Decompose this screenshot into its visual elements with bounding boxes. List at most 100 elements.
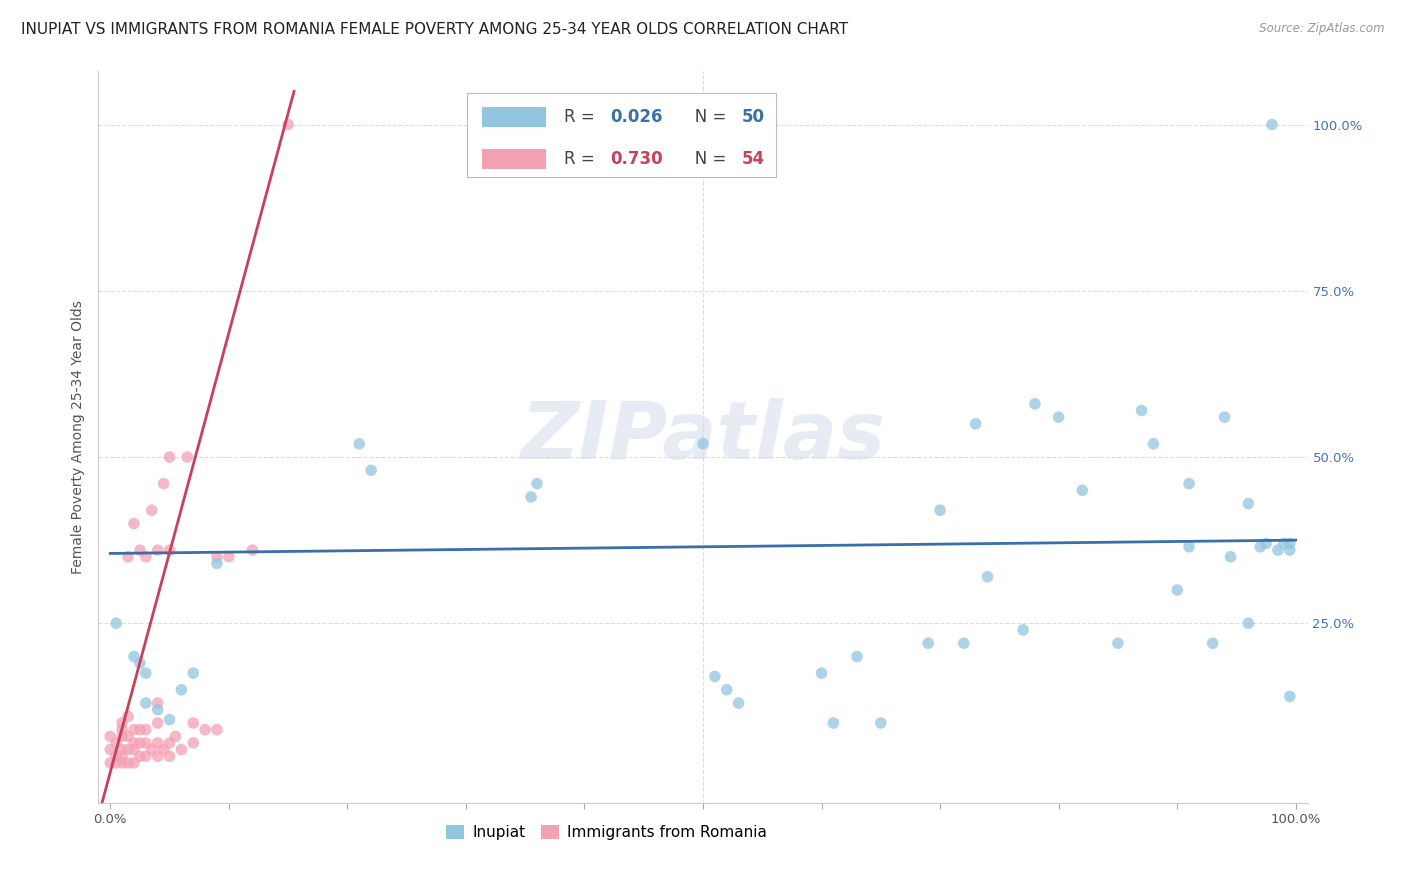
Text: 0.730: 0.730 [610, 150, 662, 168]
Point [122, 649, 145, 664]
Point [146, 696, 169, 710]
Point [135, 666, 157, 681]
Point [117, 742, 139, 756]
Point [129, 656, 152, 670]
Text: N =: N = [679, 150, 731, 168]
Point [146, 703, 169, 717]
Point [105, 756, 128, 770]
Point [1213, 410, 1236, 425]
Point [1237, 497, 1260, 511]
Point [360, 463, 382, 477]
Point [111, 716, 134, 731]
Point [122, 742, 145, 756]
Point [129, 723, 152, 737]
Point [111, 756, 134, 770]
Point [1202, 636, 1225, 650]
Point [1047, 410, 1070, 425]
Point [1166, 582, 1188, 597]
Point [1130, 403, 1153, 417]
Text: 54: 54 [742, 150, 765, 168]
Point [111, 749, 134, 764]
Point [176, 450, 198, 464]
Point [98, 756, 121, 770]
Point [159, 450, 181, 464]
Point [1237, 616, 1260, 631]
Point [98, 729, 121, 743]
Point [135, 749, 157, 764]
Point [1267, 543, 1289, 558]
Point [111, 723, 134, 737]
Point [1278, 536, 1301, 550]
Point [205, 557, 228, 571]
Point [135, 736, 157, 750]
Point [727, 696, 749, 710]
Text: 0.026: 0.026 [610, 108, 662, 126]
Point [129, 736, 152, 750]
Point [105, 616, 128, 631]
Point [1261, 118, 1284, 132]
Point [135, 696, 157, 710]
Point [181, 716, 204, 731]
Point [146, 749, 169, 764]
Point [159, 543, 181, 558]
Point [205, 723, 228, 737]
Point [1249, 540, 1271, 554]
Point [152, 742, 174, 756]
Point [122, 756, 145, 770]
Text: Source: ZipAtlas.com: Source: ZipAtlas.com [1260, 22, 1385, 36]
Point [869, 716, 891, 731]
Point [159, 749, 181, 764]
Point [122, 516, 145, 531]
Point [810, 666, 832, 681]
Point [1219, 549, 1241, 564]
Point [965, 417, 987, 431]
Point [122, 723, 145, 737]
Point [277, 118, 299, 132]
Text: R =: R = [564, 150, 600, 168]
Point [1024, 397, 1046, 411]
Legend: Inupiat, Immigrants from Romania: Inupiat, Immigrants from Romania [440, 819, 772, 847]
Point [181, 736, 204, 750]
Point [181, 666, 204, 681]
Point [159, 736, 181, 750]
Point [976, 570, 998, 584]
Point [111, 742, 134, 756]
Point [117, 709, 139, 723]
Point [347, 436, 370, 450]
Point [170, 682, 193, 697]
Text: 50: 50 [742, 108, 765, 126]
Point [117, 549, 139, 564]
Point [1107, 636, 1129, 650]
Point [129, 749, 152, 764]
Text: ZIPatlas: ZIPatlas [520, 398, 886, 476]
Point [716, 682, 738, 697]
Point [146, 543, 169, 558]
Point [929, 503, 952, 517]
Point [165, 729, 187, 743]
Point [917, 636, 939, 650]
Point [823, 716, 845, 731]
Point [105, 749, 128, 764]
Point [146, 716, 169, 731]
Point [1178, 540, 1201, 554]
FancyBboxPatch shape [482, 149, 546, 169]
Point [111, 729, 134, 743]
FancyBboxPatch shape [482, 107, 546, 127]
Point [122, 736, 145, 750]
Point [205, 549, 228, 564]
Point [692, 436, 714, 450]
Point [117, 756, 139, 770]
Point [242, 543, 264, 558]
Point [1272, 536, 1295, 550]
Point [1142, 436, 1164, 450]
Point [141, 742, 163, 756]
Point [146, 736, 169, 750]
Point [98, 742, 121, 756]
Point [1254, 536, 1277, 550]
Text: R =: R = [564, 108, 600, 126]
Point [520, 490, 543, 504]
Point [1012, 623, 1035, 637]
Point [159, 713, 181, 727]
Point [170, 742, 193, 756]
Point [218, 549, 240, 564]
